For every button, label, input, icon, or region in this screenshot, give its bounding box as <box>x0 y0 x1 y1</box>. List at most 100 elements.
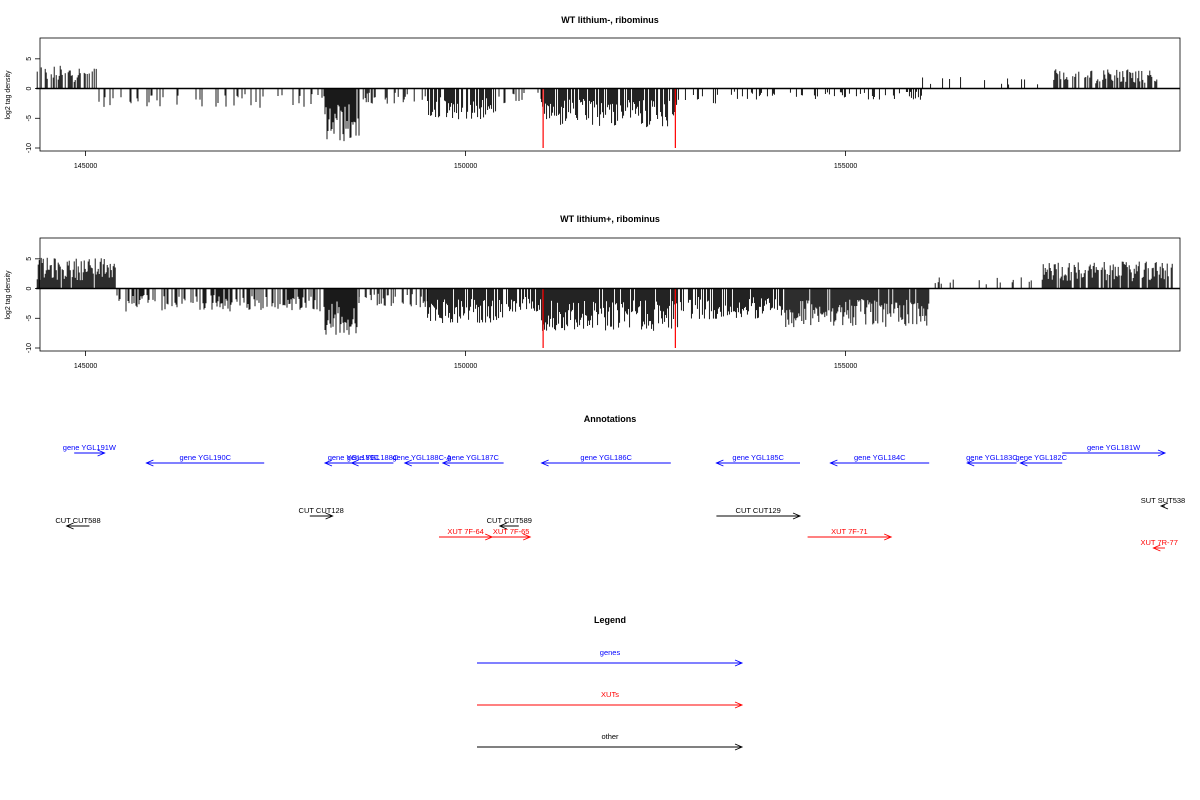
legend-label: genes <box>600 648 621 657</box>
annotation-feature: gene YGL183C <box>966 453 1018 467</box>
annotation-feature: CUT CUT589 <box>487 516 532 530</box>
annotation-feature: CUT CUT129 <box>716 506 802 520</box>
x-tick-label: 150000 <box>454 363 477 370</box>
panel-title: WT lithium+, ribominus <box>560 214 660 224</box>
feature-label: XUT 7F-64 <box>447 527 484 536</box>
feature-arrowhead <box>540 459 549 467</box>
annotation-feature: SUT SUT538 <box>1141 496 1185 510</box>
annotation-feature: gene YGL185C <box>715 453 800 467</box>
legend-arrowhead <box>734 659 744 667</box>
feature-label: SUT SUT538 <box>1141 496 1185 505</box>
feature-arrowhead <box>441 459 450 467</box>
feature-arrowhead <box>792 512 802 520</box>
legend-arrowhead <box>734 701 744 709</box>
x-tick-label: 145000 <box>74 163 97 170</box>
feature-label: XUT 7F-71 <box>831 527 868 536</box>
plot-frame <box>39 37 1181 152</box>
feature-arrowhead <box>1159 502 1169 510</box>
feature-label: gene YGL190C <box>180 453 232 462</box>
annotation-feature: XUT 7R-77 <box>1141 538 1178 552</box>
feature-arrowhead <box>715 459 724 467</box>
legend-entry: other <box>477 732 744 751</box>
feature-label: gene YGL188C <box>347 453 399 462</box>
feature-label: gene YGL188C-A <box>392 453 451 462</box>
y-tick-label: 0 <box>26 87 33 91</box>
y-tick-label: -5 <box>26 115 33 121</box>
feature-arrowhead <box>325 512 334 520</box>
annotation-feature: gene YGL187C <box>441 453 504 467</box>
annotation-feature: gene YGL191W <box>63 443 117 457</box>
feature-label: gene YGL189C <box>328 453 380 462</box>
annotations-title: Annotations <box>584 414 637 424</box>
legend-entry: XUTs <box>477 690 744 709</box>
feature-arrowhead <box>523 533 532 541</box>
annotation-feature: gene YGL184C <box>829 453 930 467</box>
feature-label: gene YGL186C <box>580 453 632 462</box>
panel-title: WT lithium-, ribominus <box>561 15 659 25</box>
feature-arrowhead <box>966 459 975 467</box>
feature-arrowhead <box>323 459 333 467</box>
annotation-feature: XUT 7F-64 <box>439 527 494 541</box>
y-tick-label: 5 <box>26 57 33 61</box>
feature-label: gene YGL183C <box>966 453 1018 462</box>
annotation-feature: gene YGL181W <box>1062 443 1167 457</box>
coverage-panel-lithium-plus: WT lithium+, ribominus 145000 150000 15500… <box>5 214 1181 370</box>
feature-label: gene YGL185C <box>732 453 784 462</box>
feature-label: CUT CUT589 <box>487 516 532 525</box>
feature-label: gene YGL181W <box>1087 443 1141 452</box>
coverage-bars <box>36 65 1158 142</box>
feature-arrowhead <box>884 533 893 541</box>
feature-label: XUT 7F-65 <box>493 527 530 536</box>
x-axis: 145000150000155000160000 <box>74 351 857 370</box>
feature-label: CUT CUT129 <box>736 506 781 515</box>
x-tick-label: 145000 <box>74 363 97 370</box>
annotation-feature: CUT CUT588 <box>55 516 101 530</box>
highlight-bars <box>542 88 676 148</box>
legend-title: Legend <box>594 615 626 625</box>
annotation-feature: XUT 7F-65 <box>492 527 532 541</box>
annotation-feature: gene YGL188C <box>347 453 399 467</box>
feature-label: CUT CUT128 <box>299 506 344 515</box>
annotations-track: Annotations gene YGL191W gene YGL190C gene… <box>55 414 1185 552</box>
x-tick-label: 150000 <box>454 163 477 170</box>
annotation-feature: gene YGL190C <box>145 453 265 467</box>
annotation-feature: XUT 7F-71 <box>807 527 893 541</box>
x-tick-label: 155000 <box>834 363 857 370</box>
y-tick-label: -10 <box>26 143 33 153</box>
highlight-bars <box>542 288 676 348</box>
feature-label: gene YGL182C <box>1016 453 1068 462</box>
y-axis-label: log2 tag density <box>5 270 12 320</box>
y-axis-label: log2 tag density <box>5 70 12 120</box>
plot-frame <box>39 237 1181 352</box>
legend-label: XUTs <box>601 690 619 699</box>
feature-label: gene YGL187C <box>447 453 499 462</box>
legend-entry: genes <box>477 648 744 667</box>
annotation-feature: gene YGL186C <box>540 453 671 467</box>
y-axis: -10 -5 0 5 <box>26 57 40 153</box>
annotation-feature: CUT CUT128 <box>299 506 344 520</box>
feature-arrowhead <box>145 459 154 467</box>
legend-label: other <box>601 732 619 741</box>
y-tick-label: 0 <box>26 287 33 291</box>
legend: Legend genes XUTs other <box>477 615 744 751</box>
feature-arrowhead <box>1019 459 1028 467</box>
feature-arrowhead <box>829 459 838 467</box>
feature-arrowhead <box>350 459 359 467</box>
y-tick-label: -10 <box>26 343 33 353</box>
x-tick-label: 155000 <box>834 163 857 170</box>
y-tick-label: -5 <box>26 315 33 321</box>
feature-arrowhead <box>403 459 412 467</box>
annotation-feature: gene YGL188C-A <box>392 453 451 467</box>
coverage-panel-lithium-minus: WT lithium-, ribominus 145000 150000 15500… <box>5 15 1181 170</box>
feature-label: gene YGL184C <box>854 453 906 462</box>
feature-arrowhead <box>1157 449 1167 457</box>
feature-label: XUT 7R-77 <box>1141 538 1178 547</box>
feature-arrowhead <box>65 522 74 530</box>
legend-entries: genes XUTs other <box>477 648 744 751</box>
feature-label: CUT CUT588 <box>55 516 100 525</box>
annotation-feature: gene YGL182C <box>1016 453 1068 467</box>
feature-arrowhead <box>97 449 106 457</box>
coverage-bars <box>36 257 1173 335</box>
